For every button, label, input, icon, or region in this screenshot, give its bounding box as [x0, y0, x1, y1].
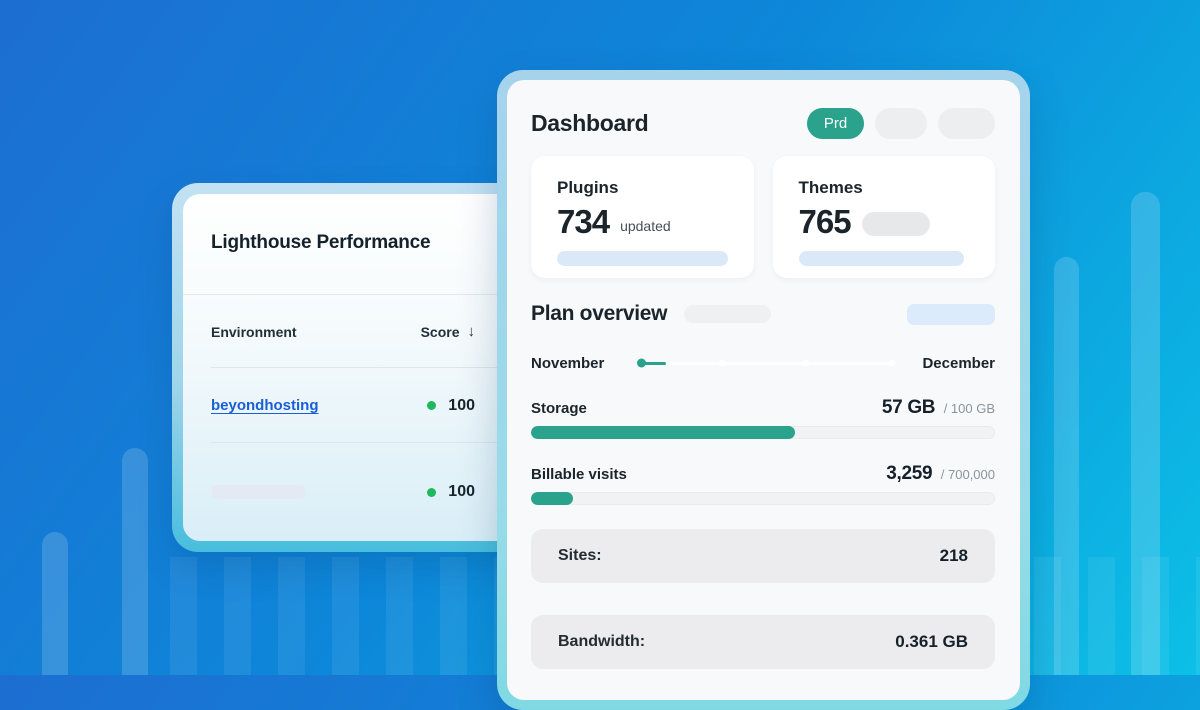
plugins-skeleton-bar: [557, 251, 728, 266]
themes-skeleton-bar: [798, 251, 964, 266]
environment-link[interactable]: beyondhosting: [211, 397, 319, 414]
plan-overview-title: Plan overview: [531, 302, 668, 325]
decor-chart-bar: [122, 448, 148, 675]
slider-tick: [718, 359, 726, 367]
lighthouse-performance-card: Lighthouse Performance Environment Score…: [172, 183, 528, 552]
table-header-row: Environment Score ↓: [183, 295, 517, 368]
decor-chart-bar: [1054, 257, 1079, 675]
environment-pills: Prd: [807, 108, 995, 139]
billable-visits-label: Billable visits: [531, 466, 627, 483]
themes-stat-card: Themes 765: [772, 156, 995, 278]
decor-chart-bar: [42, 532, 68, 675]
performance-card-title: Lighthouse Performance: [211, 232, 431, 253]
billable-visits-meter: Billable visits 3,259 / 700,000: [531, 463, 995, 505]
range-end-label: December: [922, 354, 995, 372]
plan-skeleton-pill: [684, 305, 772, 323]
column-header-environment: Environment: [211, 323, 297, 340]
plugins-stat-card: Plugins 734 updated: [531, 156, 754, 278]
score-cell: 100: [427, 397, 475, 415]
sites-label: Sites:: [558, 547, 602, 564]
sites-summary-row: Sites: 218: [531, 529, 995, 583]
status-dot-icon: [427, 401, 437, 410]
plugins-count: 734: [557, 203, 610, 240]
env-pill-placeholder-1[interactable]: [875, 108, 927, 139]
storage-progress-fill: [531, 426, 796, 439]
sites-value: 218: [939, 546, 968, 565]
sort-desc-icon: ↓: [467, 323, 476, 340]
table-row: 100: [183, 443, 517, 541]
storage-value: 57 GB: [881, 397, 936, 418]
plugins-suffix: updated: [620, 218, 671, 234]
bandwidth-summary-row: Bandwidth: 0.361 GB: [531, 615, 995, 669]
storage-limit: / 100 GB: [943, 401, 995, 416]
decor-chart-bar: [1131, 192, 1160, 675]
range-start-label: November: [531, 354, 605, 372]
score-value: 100: [448, 483, 475, 500]
storage-label: Storage: [531, 400, 587, 417]
table-row: beyondhosting 100: [183, 368, 517, 443]
column-header-score-sort[interactable]: Score ↓: [421, 323, 475, 340]
slider-fill: [638, 361, 667, 365]
slider-tick: [802, 359, 810, 367]
env-pill-prd[interactable]: Prd: [807, 108, 864, 139]
storage-meter: Storage 57 GB / 100 GB: [531, 397, 995, 439]
bandwidth-value: 0.361 GB: [895, 632, 968, 651]
themes-skeleton-pill: [861, 212, 930, 236]
dashboard-card: Dashboard Prd Plugins 734 updated Themes…: [497, 70, 1030, 710]
billable-visits-value: 3,259: [886, 463, 933, 484]
dashboard-title: Dashboard: [531, 110, 649, 136]
date-range-slider[interactable]: [637, 358, 896, 368]
plan-action-skeleton: [907, 303, 995, 325]
plugins-title: Plugins: [557, 178, 619, 197]
themes-title: Themes: [798, 178, 863, 197]
themes-count: 765: [798, 203, 852, 240]
column-header-score-label: Score: [420, 323, 460, 340]
score-cell: 100: [427, 483, 475, 501]
slider-knob[interactable]: [637, 358, 647, 368]
bandwidth-label: Bandwidth:: [558, 633, 646, 650]
environment-skeleton: [211, 485, 306, 499]
score-value: 100: [448, 396, 475, 414]
status-dot-icon: [427, 487, 437, 497]
billable-visits-progress-fill: [531, 492, 573, 505]
storage-progress-track: [531, 426, 995, 439]
slider-tick: [888, 359, 896, 367]
billable-visits-progress-track: [531, 492, 995, 505]
env-pill-placeholder-2[interactable]: [938, 108, 995, 139]
billable-visits-limit: / 700,000: [940, 467, 995, 482]
